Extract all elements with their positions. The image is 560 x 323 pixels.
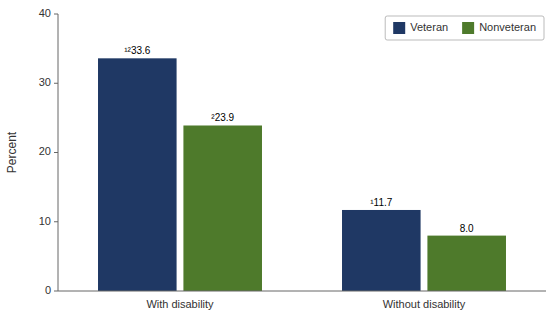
legend-swatch <box>393 22 405 34</box>
legend-label: Veteran <box>410 21 448 33</box>
data-label: ¹11.7 <box>370 197 392 208</box>
data-label: 8.0 <box>460 223 474 234</box>
bar <box>98 58 177 291</box>
chart: 0 10 20 30 40 Percent ¹²33.6 ¹11.7 ²23.9 8.0 With … <box>0 0 560 323</box>
y-tick-label: 0 <box>45 284 51 296</box>
y-axis-label: Percent <box>5 131 19 173</box>
y-tick <box>54 221 58 222</box>
y-tick <box>54 291 58 292</box>
y-axis-line <box>58 14 59 291</box>
x-axis: With disability Without disability <box>58 291 546 310</box>
x-tick-label: Without disability <box>383 298 466 310</box>
bar <box>183 125 262 291</box>
y-tick-label: 10 <box>39 215 51 227</box>
y-tick-label: 30 <box>39 76 51 88</box>
y-tick <box>54 83 58 84</box>
x-axis-line <box>58 291 546 292</box>
bar <box>427 236 506 291</box>
data-labels: ¹²33.6 ¹11.7 ²23.9 8.0 <box>124 45 474 233</box>
legend: Veteran Nonveteran <box>385 16 544 40</box>
y-axis: 0 10 20 30 40 <box>39 7 58 296</box>
y-tick <box>54 14 58 15</box>
bar <box>342 210 421 291</box>
bars <box>98 58 506 291</box>
data-label: ²23.9 <box>211 112 234 123</box>
legend-frame <box>385 16 544 40</box>
y-tick-label: 20 <box>39 145 51 157</box>
y-tick <box>54 152 58 153</box>
y-tick-label: 40 <box>39 7 51 19</box>
legend-swatch <box>462 22 474 34</box>
data-label: ¹²33.6 <box>124 45 151 56</box>
x-tick-label: With disability <box>146 298 214 310</box>
legend-label: Nonveteran <box>479 21 536 33</box>
